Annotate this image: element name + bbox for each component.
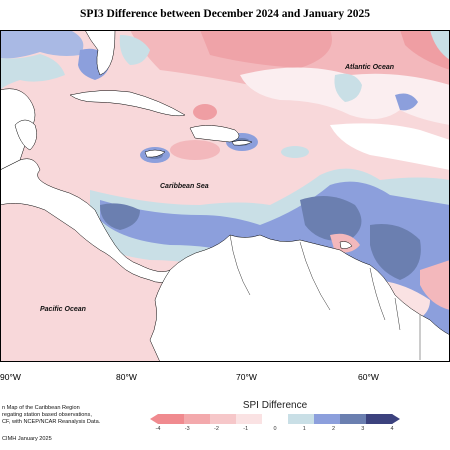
legend-swatch xyxy=(262,414,289,424)
island-hispaniola xyxy=(189,125,240,143)
legend-tick-label: 0 xyxy=(273,426,277,432)
legend-tick-label: -3 xyxy=(184,426,190,432)
legend-arrow-high xyxy=(392,414,400,424)
legend-title: SPI Difference xyxy=(242,400,308,411)
legend-tick-label: 2 xyxy=(331,426,336,432)
island-trinidad xyxy=(339,241,353,249)
legend-swatch xyxy=(184,414,211,424)
island-jamaica xyxy=(144,149,166,158)
lon-70: 70°W xyxy=(236,372,257,382)
note-line2: regating station based observations, xyxy=(2,412,92,418)
legend-swatch xyxy=(236,414,263,424)
legend-swatch xyxy=(158,414,185,424)
legend-tick-label: -4 xyxy=(155,426,161,432)
spi-difference-map xyxy=(0,30,450,362)
legend-tick-label: 4 xyxy=(390,426,394,432)
lon-80: 80°W xyxy=(116,372,137,382)
legend-colorbar xyxy=(150,414,400,424)
label-pacific: Pacific Ocean xyxy=(40,306,86,313)
legend-arrow-low xyxy=(150,414,158,424)
pink-zone-east xyxy=(200,30,332,68)
note-credit: CIMH January 2025 xyxy=(2,436,52,442)
legend-swatch xyxy=(340,414,367,424)
island-cuba xyxy=(69,90,186,117)
blue-patch-atlantic xyxy=(334,73,362,102)
country-borders xyxy=(229,234,421,360)
blue-patch-atlantic-2 xyxy=(395,93,418,111)
legend-tick-label: 1 xyxy=(302,426,306,432)
lon-90: 90°W xyxy=(0,372,21,382)
legend-tick-label: -1 xyxy=(243,426,249,432)
note-line1: n Map of the Caribbean Region xyxy=(2,405,80,411)
red-spot-caribbean xyxy=(170,140,220,160)
white-band-east xyxy=(330,123,450,170)
lon-60: 60°W xyxy=(358,372,379,382)
legend-swatch xyxy=(288,414,315,424)
blue-patch-east-edge xyxy=(430,30,450,60)
blue-spot-virgin xyxy=(281,146,309,158)
legend-swatch xyxy=(314,414,341,424)
blue-region-south-dark xyxy=(300,196,362,241)
red-spot-hispaniola xyxy=(193,104,217,120)
island-puerto-rico xyxy=(231,140,253,146)
land-south-america xyxy=(149,234,450,362)
blue-region-caribbean-west xyxy=(100,203,140,230)
pink-patch-suriname xyxy=(420,260,450,310)
blue-patch-gulf-light xyxy=(0,54,65,90)
label-caribbean: Caribbean Sea xyxy=(160,183,209,190)
land-florida xyxy=(84,30,116,76)
blue-region-guiana-dark xyxy=(370,224,421,280)
land-yucatan xyxy=(14,119,37,151)
blue-patch-gulf xyxy=(0,30,84,59)
legend-swatch xyxy=(210,414,237,424)
note-line3: CF, with NCEP/NCAR Reanalysis Data. xyxy=(2,419,101,425)
legend-tick-label: 3 xyxy=(361,426,365,432)
legend-swatch xyxy=(366,414,393,424)
map-title: SPI3 Difference between December 2024 an… xyxy=(80,8,370,20)
legend-tick-label: -2 xyxy=(214,426,219,432)
label-atlantic: Atlantic Ocean xyxy=(345,64,395,71)
blue-patch-bahamas xyxy=(119,35,150,65)
